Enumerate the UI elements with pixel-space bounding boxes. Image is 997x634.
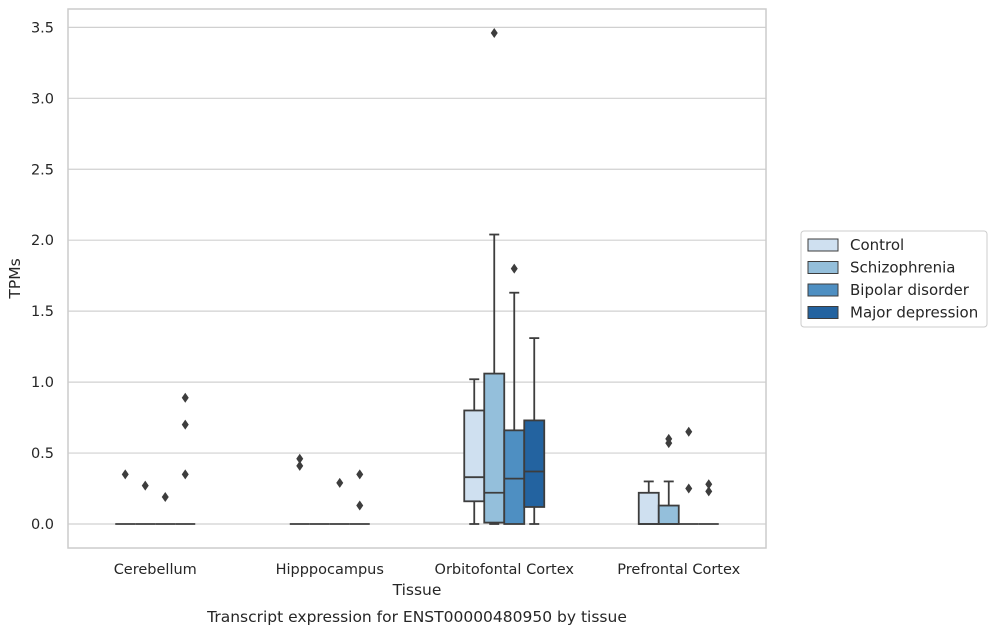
box-control [463, 378, 486, 525]
box-control [637, 480, 660, 525]
y-tick-label: 1.5 [31, 304, 54, 320]
y-tick-label: 3.5 [31, 20, 54, 36]
legend-label: Bipolar disorder [850, 281, 970, 299]
legend: Control Schizophrenia Bipolar disorder Majo… [800, 230, 988, 328]
legend-swatch [807, 238, 839, 252]
box-control [115, 469, 136, 525]
outlier-point [685, 483, 693, 494]
y-tick-label: 1.0 [31, 375, 54, 391]
x-tick-label: Orbitofontal Cortex [435, 562, 575, 578]
box-body [523, 419, 546, 508]
outlier-point [296, 460, 304, 471]
y-tick-label: 0.5 [31, 446, 54, 462]
box-schizophrenia [483, 28, 506, 525]
y-tick-label: 3.0 [31, 91, 54, 107]
outlier-point [181, 419, 189, 430]
legend-swatch [807, 306, 839, 319]
y-axis-label: TPMs [6, 258, 24, 299]
box-major-depression [349, 469, 370, 525]
outlier-point [356, 500, 364, 511]
legend-swatch [807, 261, 839, 274]
legend-label: Schizophrenia [850, 259, 955, 277]
outlier-point [181, 469, 189, 480]
box-body [657, 504, 680, 525]
box-major-depression [175, 392, 196, 525]
box-bipolar-disorder [329, 477, 350, 525]
outlier-point [336, 477, 344, 488]
x-tick-label: Prefrontal Cortex [617, 562, 740, 578]
outlier-point [510, 263, 518, 274]
box-control [289, 453, 310, 525]
outlier-point [161, 492, 169, 503]
legend-frame [800, 230, 988, 328]
box-bipolar-disorder [155, 492, 176, 525]
outlier-point [685, 426, 693, 437]
box-major-depression [523, 337, 546, 525]
outlier-point [356, 469, 364, 480]
box-schizophrenia [135, 480, 156, 525]
legend-swatch [807, 283, 839, 297]
x-axis-ticks: Cerebellum Hipppocampus Orbitofontal Corte… [114, 562, 741, 578]
outlier-point [181, 392, 189, 403]
x-tick-label: Cerebellum [114, 562, 197, 578]
plot-frame [67, 8, 767, 549]
outlier-point [705, 479, 713, 490]
outlier-point [665, 433, 673, 444]
box-body [483, 372, 506, 524]
plot-area [115, 28, 719, 525]
outlier-point [141, 480, 149, 491]
outlier-point [490, 28, 498, 39]
box-bipolar-disorder [678, 426, 699, 525]
x-axis-label: Tissue [392, 581, 442, 599]
outlier-point [296, 453, 304, 464]
x-tick-label: Hipppocampus [276, 562, 384, 578]
y-tick-label: 2.0 [31, 233, 54, 249]
box-body [637, 491, 660, 525]
outlier-point [705, 486, 713, 497]
chart-title: Transcript expression for ENST0000048095… [206, 608, 627, 626]
y-tick-label: 0.0 [31, 517, 54, 533]
y-axis-ticks: 0.0 0.5 1.0 1.5 2.0 2.5 3.0 3.5 [31, 20, 54, 533]
box-major-depression [698, 479, 719, 525]
legend-label: Major depression [850, 304, 978, 322]
legend-label: Control [850, 236, 904, 254]
box-schizophrenia [657, 433, 680, 525]
box-bipolar-disorder [503, 263, 526, 525]
box-body [503, 429, 526, 525]
y-tick-label: 2.5 [31, 162, 54, 178]
grid-lines [68, 26, 766, 525]
box-body [463, 409, 486, 503]
outlier-point [121, 469, 129, 480]
